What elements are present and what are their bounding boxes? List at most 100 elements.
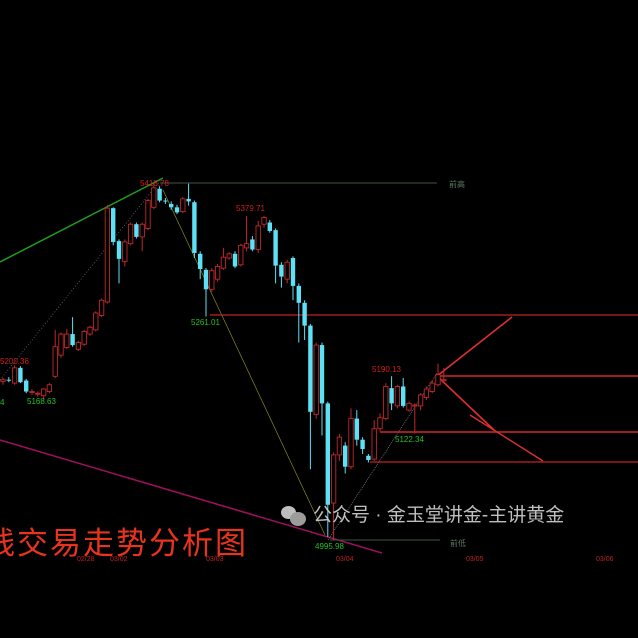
- candle-up: [238, 243, 244, 267]
- candle-down: [203, 268, 209, 317]
- candle-up: [104, 204, 111, 304]
- x-tick-label: 03/04: [336, 556, 354, 563]
- wechat-icon: [281, 505, 307, 526]
- candle-down: [360, 437, 365, 455]
- candle-body: [313, 344, 319, 415]
- candle-body: [429, 382, 435, 392]
- candle-body: [40, 388, 47, 397]
- candle-body: [435, 374, 441, 386]
- candle-body: [64, 333, 70, 349]
- candle-up: [435, 363, 441, 387]
- candle-down: [267, 219, 272, 233]
- candle-body: [255, 225, 261, 251]
- candle-body: [330, 454, 337, 504]
- candle-down: [157, 186, 162, 203]
- candle-body: [220, 256, 227, 269]
- candle-up: [284, 259, 290, 284]
- candle-up: [336, 433, 343, 461]
- candle-down: [116, 239, 122, 284]
- candle-body: [296, 285, 301, 303]
- candle-body: [250, 239, 255, 250]
- dotted-line-2: [162, 189, 326, 536]
- candle-body: [336, 436, 343, 456]
- candle-down: [308, 323, 313, 470]
- candle-up: [29, 388, 35, 395]
- candle-down: [6, 377, 11, 383]
- candle-body: [383, 386, 389, 420]
- candle-body: [290, 258, 296, 286]
- candle-body: [366, 455, 371, 460]
- candle-up: [423, 386, 430, 400]
- candle-body: [406, 402, 412, 411]
- candle-body: [284, 261, 290, 280]
- arrow-down-1: [436, 375, 495, 431]
- x-tick-label: 03/02: [110, 556, 128, 563]
- candle-body: [417, 394, 424, 407]
- watermark: 公众号 · 金玉堂讲金-主讲黄金: [281, 500, 564, 527]
- candle-body: [243, 243, 250, 249]
- candle-down: [343, 442, 348, 474]
- candle-down: [389, 376, 394, 411]
- candles: [0, 183, 447, 541]
- low-label-5261: 5261.01: [191, 318, 220, 327]
- candle-up: [46, 383, 53, 394]
- candle-up: [377, 413, 383, 432]
- candle-body: [279, 264, 284, 277]
- candle-up: [64, 328, 70, 350]
- candle-up: [75, 340, 82, 351]
- candle-up: [394, 384, 401, 409]
- candle-body: [360, 439, 365, 449]
- high-label-5200: 5200.36: [0, 357, 29, 366]
- candle-down: [111, 207, 116, 246]
- candle-body: [122, 241, 128, 262]
- dotted-line-1: [0, 180, 161, 381]
- candle-up: [417, 393, 424, 411]
- candle-body: [441, 379, 447, 382]
- candle-up: [383, 383, 389, 421]
- candle-body: [180, 198, 186, 212]
- candle-up: [209, 268, 215, 292]
- purple-trendline: [0, 439, 383, 554]
- low-label-5168: 5168.63: [27, 397, 56, 406]
- candle-up: [98, 298, 105, 318]
- candle-up: [11, 365, 18, 385]
- candle-up: [145, 198, 151, 231]
- candle-body: [6, 379, 11, 381]
- x-tick-label: 02/28: [77, 556, 95, 563]
- candle-body: [98, 299, 105, 316]
- candle-body: [354, 418, 359, 440]
- candle-up: [35, 391, 41, 397]
- candle-up: [220, 247, 227, 270]
- candle-down: [24, 378, 29, 394]
- candle-body: [308, 325, 313, 412]
- candle-body: [151, 187, 157, 208]
- candle-down: [401, 378, 406, 408]
- candle-body: [127, 223, 134, 245]
- watermark-text: 公众号 · 金玉堂讲金-主讲黄金: [313, 505, 565, 526]
- candle-body: [238, 244, 244, 266]
- candle-down: [302, 300, 307, 340]
- candle-body: [343, 445, 348, 467]
- candle-body: [0, 379, 6, 382]
- candle-up: [93, 311, 99, 332]
- candle-body: [111, 208, 116, 242]
- candle-down: [366, 454, 371, 463]
- candle-up: [348, 408, 354, 470]
- candle-up: [406, 401, 412, 412]
- candle-body: [81, 331, 87, 345]
- candle-up: [441, 367, 447, 382]
- x-tick-label: 03/03: [206, 556, 224, 563]
- candle-body: [58, 333, 64, 356]
- candle-body: [267, 222, 272, 231]
- low-label-5122: 5122.34: [395, 435, 424, 444]
- candle-up: [151, 183, 157, 210]
- candle-body: [401, 386, 406, 406]
- candle-up: [371, 420, 377, 461]
- candle-body: [261, 217, 267, 225]
- x-axis: 02/28 03/02 03/03 03/04 03/05 03/06: [77, 556, 614, 563]
- candle-body: [104, 207, 111, 303]
- arrow-down-2: [469, 414, 544, 462]
- candle-body: [134, 224, 139, 237]
- candle-body: [226, 253, 232, 259]
